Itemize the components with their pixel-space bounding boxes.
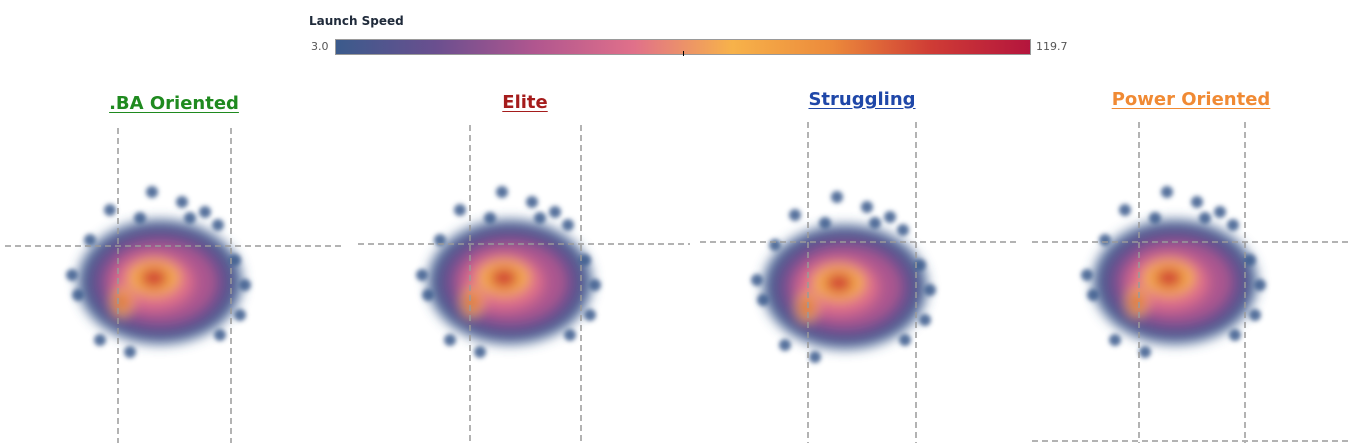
- outlier-dot: [831, 191, 843, 203]
- outlier-dot: [1227, 219, 1239, 231]
- panel-title-ba-oriented: .BA Oriented: [109, 93, 239, 114]
- density-layer: [825, 273, 853, 293]
- outlier-dot: [562, 219, 574, 231]
- outlier-dot: [484, 212, 496, 224]
- outlier-dot: [1109, 334, 1121, 346]
- outlier-dot: [751, 274, 763, 286]
- density-hotspot: [467, 294, 477, 310]
- outlier-dot: [234, 309, 246, 321]
- outlier-dot: [861, 201, 873, 213]
- outlier-dot: [1161, 186, 1173, 198]
- outlier-dot: [789, 209, 801, 221]
- outlier-dot: [474, 346, 486, 358]
- outlier-dot: [1149, 212, 1161, 224]
- legend-midpoint-tick: [683, 51, 684, 56]
- outlier-dot: [104, 204, 116, 216]
- density-layer: [1155, 268, 1183, 288]
- outlier-dot: [1081, 269, 1093, 281]
- outlier-dot: [584, 309, 596, 321]
- density-blob: [78, 220, 242, 344]
- outlier-dot: [897, 224, 909, 236]
- outlier-dot: [1249, 309, 1261, 321]
- outlier-dot: [212, 219, 224, 231]
- outlier-dot: [919, 314, 931, 326]
- outlier-dot: [769, 239, 781, 251]
- density-hotspot: [802, 299, 812, 315]
- outlier-dot: [229, 254, 241, 266]
- outlier-dot: [1254, 279, 1266, 291]
- outlier-dot: [589, 279, 601, 291]
- density-blob: [428, 220, 592, 344]
- outlier-dot: [579, 254, 591, 266]
- outlier-dot: [779, 339, 791, 351]
- outlier-dot: [199, 206, 211, 218]
- outlier-dot: [496, 186, 508, 198]
- outlier-dot: [549, 206, 561, 218]
- outlier-dot: [1244, 254, 1256, 266]
- outlier-dot: [564, 329, 576, 341]
- outlier-dot: [809, 351, 821, 363]
- density-blob: [1093, 220, 1257, 344]
- outlier-dot: [124, 346, 136, 358]
- outlier-dot: [72, 289, 84, 301]
- outlier-dot: [422, 289, 434, 301]
- outlier-dot: [176, 196, 188, 208]
- outlier-dot: [184, 212, 196, 224]
- outlier-dot: [1139, 346, 1151, 358]
- outlier-dot: [416, 269, 428, 281]
- outlier-dot: [884, 211, 896, 223]
- panel-title-power-oriented: Power Oriented: [1111, 89, 1271, 110]
- heatmap-panel-3: [700, 122, 1020, 443]
- outlier-dots: [416, 186, 601, 358]
- outlier-dot: [84, 234, 96, 246]
- outlier-dots: [751, 191, 936, 363]
- density-blob: [763, 225, 927, 349]
- outlier-dot: [1214, 206, 1226, 218]
- density-layer: [490, 268, 518, 288]
- outlier-dot: [239, 279, 251, 291]
- density-hotspot: [117, 294, 127, 310]
- outlier-dot: [526, 196, 538, 208]
- outlier-dot: [146, 186, 158, 198]
- outlier-dot: [214, 329, 226, 341]
- outlier-dot: [899, 334, 911, 346]
- outlier-dot: [66, 269, 78, 281]
- legend-max-label: 119.7: [1036, 40, 1068, 53]
- outlier-dots: [66, 186, 251, 358]
- outlier-dot: [1191, 196, 1203, 208]
- outlier-dot: [534, 212, 546, 224]
- outlier-dot: [444, 334, 456, 346]
- outlier-dot: [914, 259, 926, 271]
- outlier-dot: [134, 212, 146, 224]
- outlier-dot: [819, 217, 831, 229]
- panel-title-struggling: Struggling: [808, 89, 916, 110]
- outlier-dot: [1099, 234, 1111, 246]
- panel-title-elite: Elite: [502, 92, 548, 113]
- legend-min-label: 3.0: [311, 40, 329, 53]
- outlier-dot: [869, 217, 881, 229]
- outlier-dot: [757, 294, 769, 306]
- heatmap-panel-4: [1032, 122, 1349, 443]
- outlier-dot: [1199, 212, 1211, 224]
- legend-title: Launch Speed: [309, 14, 404, 28]
- density-layer: [140, 268, 168, 288]
- outlier-dots: [1081, 186, 1266, 358]
- heatmap-panel-1: [5, 128, 345, 443]
- outlier-dot: [434, 234, 446, 246]
- outlier-dot: [94, 334, 106, 346]
- heatmap-panel-2: [358, 125, 690, 443]
- outlier-dot: [454, 204, 466, 216]
- outlier-dot: [1229, 329, 1241, 341]
- outlier-dot: [924, 284, 936, 296]
- density-hotspot: [1132, 294, 1142, 310]
- outlier-dot: [1087, 289, 1099, 301]
- outlier-dot: [1119, 204, 1131, 216]
